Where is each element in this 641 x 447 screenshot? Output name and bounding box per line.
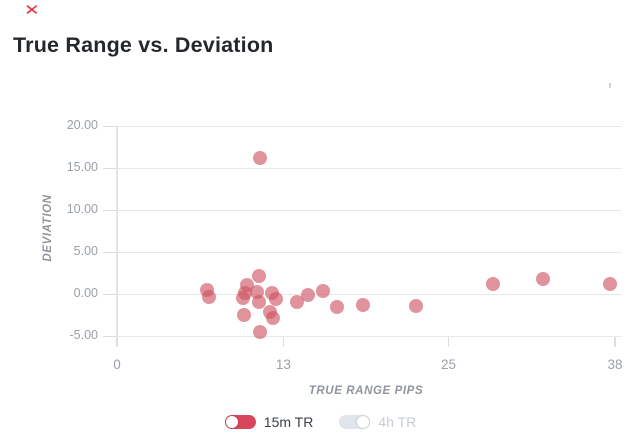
scatter-point[interactable] [330,300,345,315]
scatter-point[interactable] [301,287,316,302]
y-gridline [116,209,621,211]
x-tick-mark [447,337,450,347]
y-gridline [116,335,621,337]
y-tick-label: 10.00 [66,202,98,216]
x-axis-title: TRUE RANGE PIPS [308,385,424,397]
toggle-knob [225,416,238,428]
scatter-chart: DEVIATION TRUE RANGE PIPS 20.00 15.00 10.0… [42,83,623,397]
chart-legend: 15m TR 4h TR [0,414,641,430]
y-gridline [116,293,621,295]
scatter-point[interactable] [201,290,216,305]
y-axis-title: DEVIATION [42,194,54,262]
y-tick-mark [103,125,116,127]
y-tick-label: 15.00 [66,160,98,174]
scatter-point[interactable] [486,276,501,291]
x-tick-label: 0 [113,357,121,372]
scatter-point[interactable] [235,291,250,306]
scatter-point[interactable] [535,271,550,286]
y-tick-label: 5.00 [73,244,98,258]
scatter-point[interactable] [356,297,371,312]
legend-label: 4h TR [378,414,417,430]
y-gridline [116,125,621,127]
scatter-plot-area [116,123,621,347]
scatter-point[interactable] [289,295,304,310]
y-tick-mark [103,251,116,253]
legend-toggle-15m-tr[interactable] [224,415,256,429]
y-tick-label: 0.00 [73,286,98,300]
y-tick-mark [103,335,116,337]
scatter-point[interactable] [268,292,283,307]
scatter-point[interactable] [408,298,423,313]
scatter-point[interactable] [237,308,252,322]
scatter-point[interactable] [602,276,617,291]
y-tick-mark [103,209,116,211]
toggle-knob [357,416,370,428]
legend-item-15m-tr[interactable]: 15m TR [224,414,314,430]
x-tick-mark [614,337,616,347]
legend-item-4h-tr[interactable]: 4h TR [339,414,416,430]
y-axis-line [116,126,118,347]
y-tick-mark [103,167,116,169]
y-gridline [116,167,621,169]
y-gridline [116,251,621,253]
y-tick-mark [103,293,116,295]
y-tick-label: -5.00 [69,328,99,342]
scatter-point[interactable] [251,268,266,283]
scatter-point[interactable] [251,294,266,309]
x-tick-label: 13 [275,357,291,372]
x-tick-mark [282,337,285,347]
x-tick-label: 38 [607,357,623,372]
x-tick-label: 25 [441,357,457,372]
red-x-annotation: ✕ [24,2,40,19]
scatter-point[interactable] [252,150,267,165]
x-tick-mark [116,337,118,347]
scatter-point[interactable] [252,324,267,339]
scatter-point[interactable] [265,310,280,325]
y-tick-label: 20.00 [66,118,98,132]
scatter-point[interactable] [315,284,330,299]
legend-toggle-4h-tr[interactable] [339,415,371,429]
resize-handle-tick [609,83,611,88]
chart-title: True Range vs. Deviation [13,33,274,57]
legend-label: 15m TR [263,414,314,430]
